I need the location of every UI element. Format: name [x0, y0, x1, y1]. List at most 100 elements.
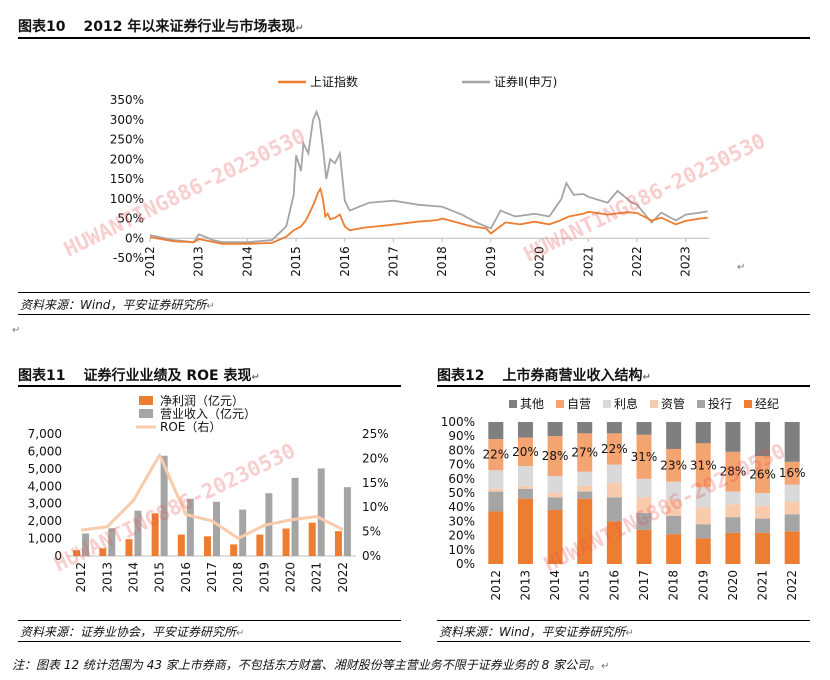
y-tick-label: 30% [448, 514, 475, 528]
y-tick-label: 70% [448, 458, 475, 472]
fig12-source-rule [437, 641, 810, 642]
fig10-title: 图表10 2012 年以来证券行业与市场表现↵ [18, 16, 304, 36]
stack-segment-其他 [784, 422, 800, 462]
x-tick-label: 2021 [310, 562, 324, 593]
fig11-source: 资料来源：证券业协会，平安证券研究所↵ [20, 625, 245, 639]
stack-segment-资管 [488, 488, 504, 492]
stack-segment-利息 [488, 470, 504, 489]
fig12-stacked-bar-chart: 0%10%20%30%40%50%60%70%80%90%100%22%2012… [441, 396, 806, 601]
y-left-tick-label: 5,000 [28, 462, 62, 476]
fig10-number: 图表10 [18, 19, 66, 35]
fig12-source: 资料来源：Wind，平安证券研究所↵ [439, 625, 634, 639]
stack-segment-自营 [577, 433, 593, 472]
stack-segment-其他 [547, 422, 563, 437]
stack-segment-经纪 [547, 510, 563, 564]
stack-segment-利息 [577, 471, 593, 486]
series-line-roe [80, 453, 344, 540]
legend-label: 自营 [567, 397, 591, 411]
x-tick-label: 2015 [578, 570, 592, 601]
legend-label: ROE（右） [160, 419, 221, 434]
y-tick-label: 10% [448, 543, 475, 557]
bar-net-profit [282, 528, 290, 556]
stack-segment-投行 [666, 515, 682, 535]
data-label: 16% [779, 466, 806, 480]
x-tick-label: 2018 [435, 246, 449, 277]
y-tick-label: 350% [110, 93, 144, 107]
y-left-tick-label: 4,000 [28, 479, 62, 493]
stack-segment-经纪 [488, 511, 504, 564]
y-tick-label: 80% [448, 443, 475, 457]
fig11-bar-chart: 0 1,000 2,000 3,000 4,000 5,000 6,000 7,000 0% 5%… [28, 393, 389, 593]
x-tick-label: 2016 [338, 246, 352, 277]
stack-segment-利息 [517, 466, 533, 486]
bar-revenue [317, 468, 325, 556]
legend-label: 证券Ⅱ(申万) [494, 74, 557, 89]
y-tick-label: 100% [441, 415, 475, 429]
stack-segment-利息 [755, 493, 771, 506]
stack-segment-投行 [725, 517, 741, 533]
x-tick-label: 2017 [386, 246, 400, 277]
stack-segment-利息 [547, 475, 563, 493]
stack-segment-资管 [606, 483, 622, 498]
x-tick-label: 2016 [179, 562, 193, 593]
stack-segment-投行 [606, 497, 622, 522]
data-label: 23% [660, 458, 687, 472]
x-tick-label: 2012 [143, 246, 157, 277]
bar-revenue [134, 510, 142, 556]
bar-revenue [108, 528, 116, 556]
stack-segment-资管 [666, 500, 682, 516]
fig12-bottom-rule [437, 620, 810, 621]
stack-segment-投行 [517, 488, 533, 499]
series-line-shanghai-index [149, 186, 708, 245]
stack-segment-经纪 [517, 498, 533, 564]
bar-net-profit [99, 548, 107, 556]
stack-segment-投行 [755, 518, 771, 533]
x-tick-label: 2020 [726, 570, 740, 601]
data-label: 22% [601, 442, 628, 456]
x-tick-label: 2013 [100, 562, 114, 593]
stack-segment-投行 [547, 497, 563, 511]
data-label: 31% [631, 450, 658, 464]
bar-revenue [343, 487, 351, 556]
x-tick-label: 2015 [289, 246, 303, 277]
stack-segment-资管 [547, 493, 563, 498]
legend-swatch [139, 396, 153, 405]
fig11-top-rule [18, 385, 401, 387]
x-tick-label: 2014 [240, 246, 254, 277]
legend-label: 投行 [708, 396, 732, 411]
x-tick-label: 2017 [637, 570, 651, 601]
x-tick-label: 2020 [533, 246, 547, 277]
y-left-tick-label: 2,000 [28, 514, 62, 528]
y-tick-label: 100% [110, 192, 144, 206]
y-tick-label: 300% [110, 113, 144, 127]
fig11-source-rule [18, 641, 401, 642]
y-right-tick-label: 25% [362, 427, 389, 441]
stack-segment-资管 [755, 505, 771, 519]
legend-swatch [509, 400, 517, 408]
legend-swatch [744, 400, 752, 408]
stack-segment-投行 [784, 514, 800, 532]
x-tick-label: 2012 [74, 562, 88, 593]
stack-segment-经纪 [606, 521, 622, 564]
y-tick-label: 40% [448, 500, 475, 514]
data-label: 27% [571, 446, 598, 460]
fig10-source-rule [18, 314, 810, 315]
fig12-title-text: 上市券商营业收入结构 [502, 368, 643, 384]
legend-swatch [139, 409, 153, 418]
y-tick-label: 0% [456, 557, 475, 571]
return-mark-icon: ↵ [12, 325, 21, 336]
stack-segment-自营 [636, 434, 652, 479]
bar-revenue [239, 509, 247, 556]
x-tick-label: 2021 [581, 246, 595, 277]
bar-net-profit [151, 513, 159, 556]
y-tick-label: 50% [117, 212, 144, 226]
stack-segment-自营 [784, 461, 800, 485]
legend-label: 其他 [520, 397, 544, 411]
legend-label: 上证指数 [310, 74, 358, 89]
y-tick-label: 60% [448, 472, 475, 486]
stack-segment-资管 [517, 485, 533, 489]
return-mark-icon: ↵ [295, 23, 304, 34]
bar-net-profit [73, 550, 81, 556]
data-label: 28% [542, 449, 569, 463]
x-tick-label: 2021 [756, 570, 770, 601]
